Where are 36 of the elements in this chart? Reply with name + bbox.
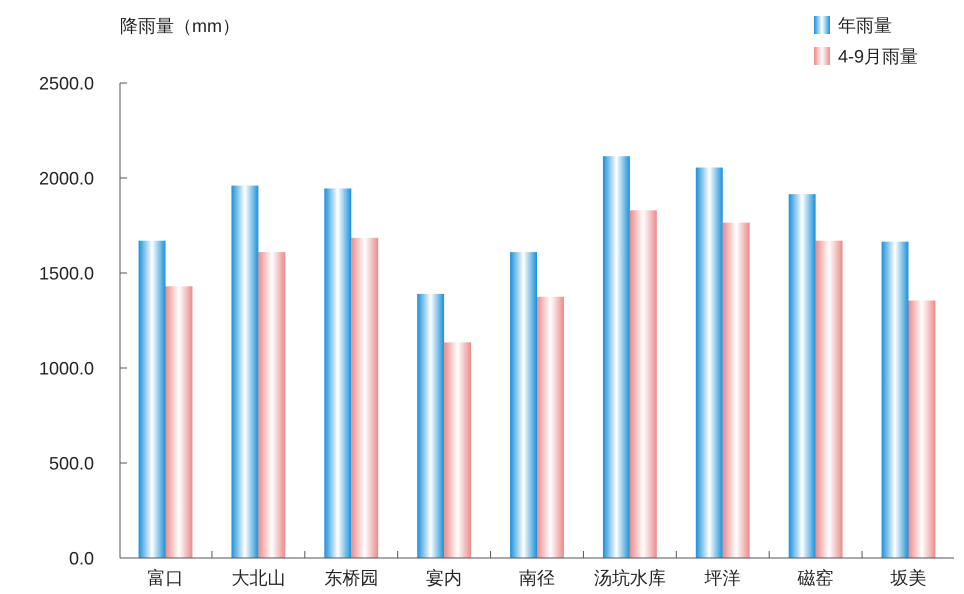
bar xyxy=(231,186,258,558)
bar xyxy=(510,252,537,558)
legend-label: 4-9月雨量 xyxy=(838,46,918,66)
y-tick-label: 500.0 xyxy=(48,453,94,474)
y-tick-label: 0.0 xyxy=(68,548,94,568)
x-tick-label: 富口 xyxy=(148,568,184,588)
bar xyxy=(882,242,908,558)
x-tick-label: 坂美 xyxy=(889,568,926,588)
x-tick-label: 汤坑水库 xyxy=(594,568,666,588)
x-tick-label: 坪洋 xyxy=(704,568,741,588)
bar xyxy=(138,240,166,558)
bar xyxy=(908,300,936,558)
bar xyxy=(166,286,192,558)
bar xyxy=(788,194,816,558)
bar xyxy=(696,168,723,558)
x-tick-label: 大北山 xyxy=(231,568,286,588)
bar xyxy=(537,296,564,558)
bar xyxy=(602,156,630,558)
x-tick-label: 南径 xyxy=(519,568,555,588)
y-tick-label: 1500.0 xyxy=(38,263,94,284)
bar xyxy=(444,342,472,558)
bar xyxy=(816,240,843,558)
bar xyxy=(630,210,657,558)
bar xyxy=(351,238,378,558)
y-tick-label: 1000.0 xyxy=(38,358,94,378)
legend-label: 年雨量 xyxy=(838,15,892,36)
bar xyxy=(417,294,444,558)
bar xyxy=(258,252,286,558)
y-tick-label: 2500.0 xyxy=(38,73,94,94)
bar xyxy=(722,222,750,558)
y-tick-label: 2000.0 xyxy=(38,168,94,188)
x-tick-label: 宴内 xyxy=(426,568,462,588)
x-tick-label: 东桥园 xyxy=(324,568,378,588)
bar xyxy=(324,188,352,558)
y-axis-title: 降雨量（mm） xyxy=(120,16,240,36)
x-tick-label: 磁窑 xyxy=(796,568,834,588)
